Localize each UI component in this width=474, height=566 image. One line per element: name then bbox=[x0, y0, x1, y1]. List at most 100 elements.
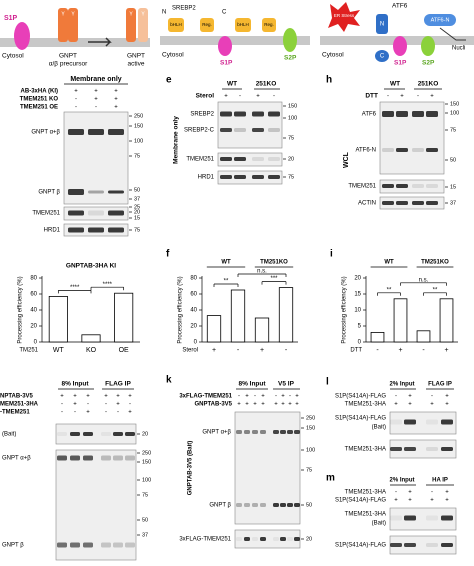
band bbox=[68, 189, 84, 195]
label: -TMEM251 bbox=[0, 410, 30, 416]
mw-label: 75 bbox=[450, 127, 456, 133]
label: ER Stress bbox=[334, 13, 355, 18]
band bbox=[426, 447, 438, 451]
group-label: TM251KO bbox=[260, 260, 288, 266]
mw-label: 75 bbox=[134, 227, 140, 233]
band bbox=[236, 503, 242, 507]
sign: + bbox=[408, 490, 412, 496]
x-tick-label: + bbox=[212, 347, 216, 354]
band bbox=[268, 128, 280, 132]
y-axis-label: Processing efficiency (%) bbox=[342, 276, 348, 343]
blot bbox=[217, 170, 283, 185]
y-tick-label: 80 bbox=[30, 276, 37, 282]
x-tick-label: - bbox=[422, 347, 425, 354]
mw-label: 75 bbox=[288, 174, 294, 180]
sign: - bbox=[289, 394, 291, 400]
sign: + bbox=[73, 394, 77, 400]
sign: - bbox=[417, 94, 419, 100]
label: FLAG IP bbox=[428, 382, 452, 388]
sign: + bbox=[94, 97, 98, 103]
band-label: GNPT β bbox=[209, 503, 231, 509]
sign: + bbox=[116, 402, 120, 408]
sig-label: n.s. bbox=[257, 269, 267, 275]
sign: + bbox=[445, 498, 449, 504]
label: TMEM251 OE bbox=[20, 105, 58, 111]
band bbox=[441, 447, 453, 451]
sign: - bbox=[105, 402, 107, 408]
sign: + bbox=[408, 394, 412, 400]
mw-label: 250 bbox=[306, 415, 315, 421]
band bbox=[125, 432, 135, 436]
mw-label: 100 bbox=[306, 447, 315, 453]
band-label: GNPT α+β bbox=[2, 456, 31, 462]
label: 8% Input bbox=[238, 381, 266, 388]
sign: + bbox=[408, 498, 412, 504]
bar bbox=[114, 292, 134, 343]
label: Membrane only bbox=[173, 116, 180, 164]
band bbox=[125, 542, 135, 548]
mw-label: 20 bbox=[134, 209, 140, 215]
band bbox=[412, 111, 424, 117]
band bbox=[287, 537, 293, 541]
y-tick-label: 60 bbox=[30, 292, 37, 298]
mw-label: 50 bbox=[306, 502, 312, 508]
band-label: TMEM251 bbox=[32, 211, 60, 217]
band bbox=[113, 432, 123, 436]
band bbox=[234, 157, 246, 161]
mw-label: 15 bbox=[134, 215, 140, 221]
label: Reg. bbox=[202, 22, 212, 27]
band-label: GNPT α+β bbox=[202, 430, 231, 436]
protein bbox=[68, 8, 78, 42]
label: FLAG IP bbox=[105, 381, 131, 388]
mw-label: 150 bbox=[450, 101, 459, 107]
label: AB-3xHA (KI) bbox=[21, 89, 58, 95]
label: MEM251-3HA bbox=[0, 402, 39, 408]
band bbox=[57, 432, 67, 436]
sign: - bbox=[75, 105, 77, 111]
sign: + bbox=[128, 410, 132, 416]
x-tick-label: + bbox=[398, 347, 402, 354]
protein-c bbox=[375, 50, 389, 62]
band bbox=[220, 157, 232, 161]
band bbox=[83, 432, 93, 436]
product bbox=[424, 14, 456, 26]
band bbox=[294, 430, 300, 434]
bar bbox=[230, 289, 246, 343]
sign: + bbox=[245, 402, 249, 408]
band bbox=[273, 430, 279, 434]
y-tick-label: 40 bbox=[30, 308, 37, 314]
band bbox=[108, 227, 124, 233]
stress-burst bbox=[328, 2, 360, 32]
sign: - bbox=[74, 410, 76, 416]
mw-label: 20 bbox=[306, 536, 312, 542]
protein bbox=[262, 18, 276, 32]
protein bbox=[126, 8, 136, 42]
band bbox=[234, 111, 246, 117]
y-tick-label: 0 bbox=[194, 340, 198, 346]
band-label: SREBP2-C bbox=[184, 128, 215, 134]
sign: - bbox=[273, 94, 275, 100]
label: ATF6-N bbox=[431, 17, 450, 23]
label: WT bbox=[227, 81, 237, 88]
y-tick-label: 40 bbox=[190, 308, 197, 314]
band bbox=[252, 128, 264, 132]
mw-label: 37 bbox=[142, 532, 148, 538]
protein bbox=[235, 18, 251, 32]
band-label: TMEM251-3HA bbox=[345, 512, 386, 518]
mw-label: 150 bbox=[306, 425, 315, 431]
sign: + bbox=[445, 490, 449, 496]
sign: + bbox=[261, 394, 265, 400]
sig-label: ** bbox=[433, 287, 438, 293]
bar bbox=[206, 315, 222, 343]
sign: - bbox=[61, 410, 63, 416]
protein bbox=[138, 8, 148, 42]
y-tick-label: 20 bbox=[190, 324, 197, 330]
mw-label: 75 bbox=[134, 153, 140, 159]
mw-label: 37 bbox=[134, 196, 140, 202]
x-tick-label: - bbox=[237, 347, 240, 354]
label: GNPT bbox=[127, 53, 145, 60]
bar bbox=[416, 330, 431, 343]
mw-label: 250 bbox=[134, 113, 143, 119]
band bbox=[280, 537, 286, 541]
